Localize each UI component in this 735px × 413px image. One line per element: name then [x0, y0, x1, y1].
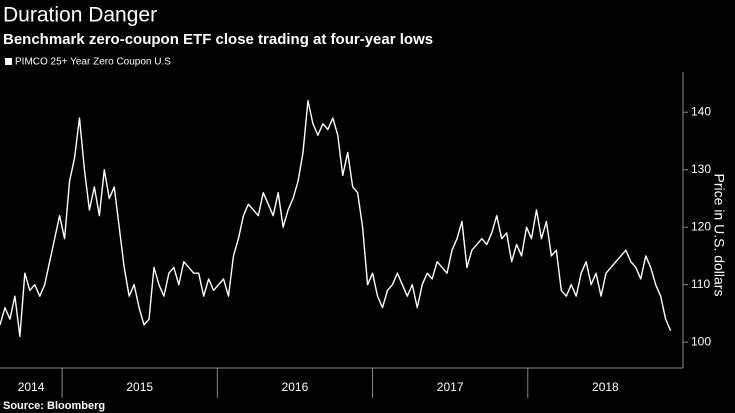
price-line [0, 100, 672, 338]
x-tick-label: 2017 [437, 380, 464, 394]
y-tick-label: 130 [691, 162, 711, 176]
y-tick-label: 110 [691, 277, 710, 291]
source: Source: Bloomberg [3, 400, 105, 412]
y-tick-label: 120 [691, 219, 711, 233]
x-tick-label: 2014 [18, 380, 45, 394]
legend-label: PIMCO 25+ Year Zero Coupon U.S [15, 57, 171, 68]
legend-swatch [5, 58, 12, 65]
x-tick-label: 2015 [126, 380, 153, 394]
y-axis-label: Price in U.S. dollars [711, 174, 727, 297]
y-tick-label: 100 [691, 334, 711, 348]
chart-subtitle: Benchmark zero-coupon ETF close trading … [3, 31, 433, 48]
x-tick-label: 2018 [592, 380, 619, 394]
x-tick-label: 2016 [282, 380, 309, 394]
y-tick-label: 140 [691, 104, 711, 118]
chart-title: Duration Danger [3, 4, 157, 27]
